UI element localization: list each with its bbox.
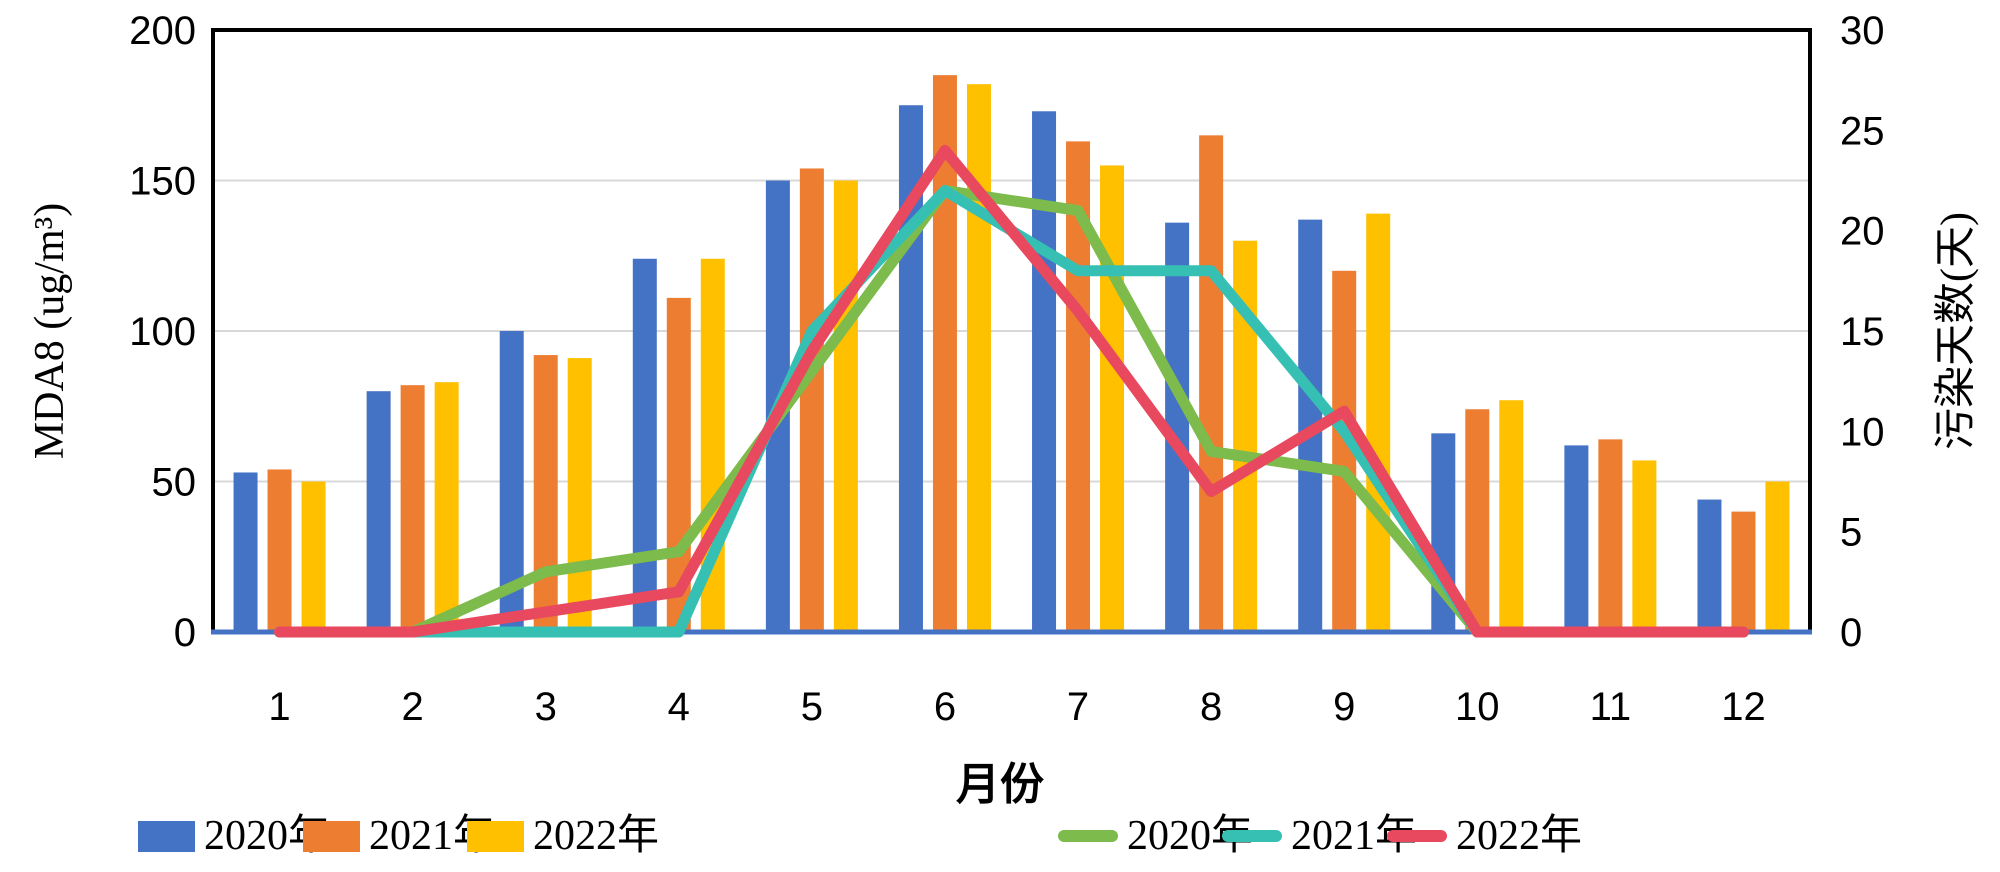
legend-item-bar-2022年: 2022年 (467, 813, 659, 859)
x-tick-8: 8 (1200, 685, 1222, 729)
right-tick-25: 25 (1840, 109, 1885, 153)
bar-2020年-m12 (1697, 499, 1722, 632)
legend-bar-swatch-icon (138, 820, 195, 852)
legend-line-swatch-icon (1222, 830, 1282, 842)
bar-2021年-m3 (533, 355, 558, 632)
legend-line-swatch-icon (1387, 830, 1447, 842)
left-tick-50: 50 (152, 461, 197, 505)
bar-2021年-m1 (267, 469, 292, 632)
bar-2022年-m3 (567, 358, 592, 632)
line-series-2021年 (274, 185, 1749, 638)
right-tick-0: 0 (1840, 611, 1862, 655)
right-tick-15: 15 (1840, 310, 1885, 354)
x-tick-10: 10 (1455, 685, 1500, 729)
x-tick-2: 2 (402, 685, 424, 729)
line-series-2020年 (274, 185, 1749, 638)
x-tick-12: 12 (1721, 685, 1766, 729)
legend-item-line-2021年: 2021年 (1222, 813, 1417, 859)
bar-2021年-m12 (1731, 511, 1756, 632)
bar-2021年-m5 (799, 168, 824, 632)
bar-2022年-m9 (1366, 213, 1391, 633)
legend-label: 2022年 (533, 813, 660, 859)
legend-bar-swatch-icon (467, 820, 524, 852)
bar-2020年-m1 (233, 472, 258, 632)
bar-2022年-m11 (1632, 460, 1657, 632)
x-tick-1: 1 (268, 685, 290, 729)
x-tick-6: 6 (934, 685, 956, 729)
line-series-2022年 (274, 144, 1749, 638)
x-tick-3: 3 (535, 685, 557, 729)
left-axis-title: MDA8 (ug/m³) (27, 202, 73, 460)
left-tick-0: 0 (174, 611, 196, 655)
legend-item-bar-2020年: 2020年 (138, 813, 330, 859)
bar-2020年-m2 (366, 391, 391, 632)
right-tick-10: 10 (1840, 410, 1885, 454)
x-tick-9: 9 (1333, 685, 1355, 729)
bar-2021年-m2 (400, 385, 425, 632)
bar-2022年-m2 (434, 382, 459, 632)
x-tick-11: 11 (1590, 685, 1632, 729)
bar-2022年-m1 (301, 481, 326, 632)
bar-2021年-m8 (1199, 135, 1224, 632)
right-axis-title: 污染天数(天) (1933, 212, 1980, 450)
legend-label: 2022年 (1456, 813, 1583, 859)
right-tick-20: 20 (1840, 210, 1885, 254)
bar-2022年-m12 (1765, 481, 1790, 632)
x-tick-4: 4 (668, 685, 690, 729)
bar-2022年-m7 (1100, 165, 1125, 632)
left-tick-150: 150 (129, 160, 196, 204)
legend-bar-swatch-icon (303, 820, 360, 852)
right-tick-30: 30 (1840, 9, 1885, 53)
bar-2022年-m10 (1499, 400, 1524, 632)
x-axis-title: 月份 (956, 760, 1044, 809)
bar-2020年-m11 (1564, 445, 1589, 632)
bar-2022年-m5 (833, 180, 858, 632)
left-tick-100: 100 (129, 310, 196, 354)
bar-2020年-m4 (632, 258, 657, 632)
bar-series-2021年 (267, 75, 1756, 632)
bar-2021年-m10 (1465, 409, 1490, 632)
bar-2021年-m11 (1598, 439, 1623, 632)
bar-2020年-m7 (1032, 111, 1057, 632)
left-tick-200: 200 (129, 9, 196, 53)
bar-2022年-m6 (966, 84, 991, 633)
x-tick-7: 7 (1067, 685, 1089, 729)
bar-series-2022年 (301, 84, 1790, 633)
legend-line-swatch-icon (1058, 830, 1118, 842)
right-tick-5: 5 (1840, 511, 1862, 555)
x-tick-5: 5 (801, 685, 823, 729)
legend-item-line-2022年: 2022年 (1387, 813, 1582, 859)
